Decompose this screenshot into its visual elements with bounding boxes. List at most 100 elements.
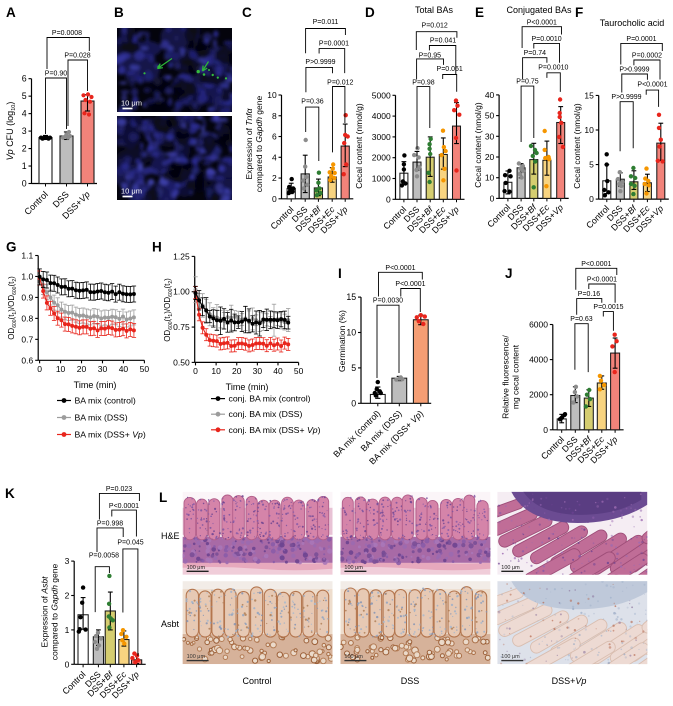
svg-text:1000: 1000	[372, 174, 391, 184]
svg-text:Vp CFU (log10): Vp CFU (log10)	[5, 102, 17, 161]
svg-text:4000: 4000	[529, 355, 548, 365]
svg-text:Cecal content (nmol/g): Cecal content (nmol/g)	[473, 102, 483, 188]
svg-text:DSS+Vp: DSS+Vp	[552, 676, 587, 686]
svg-text:5: 5	[22, 91, 27, 101]
svg-text:2: 2	[272, 173, 277, 183]
svg-text:P=0.0015: P=0.0015	[593, 304, 623, 311]
svg-text:P<0.0001: P<0.0001	[637, 82, 667, 89]
svg-text:0: 0	[543, 425, 548, 435]
svg-text:P=0.98: P=0.98	[412, 79, 434, 86]
svg-text:mg cecal content: mg cecal content	[511, 344, 521, 409]
svg-text:10 μm: 10 μm	[121, 99, 142, 108]
svg-text:P=0.95: P=0.95	[419, 53, 441, 60]
svg-text:0.75: 0.75	[173, 322, 190, 332]
svg-text:30: 30	[98, 364, 108, 374]
svg-text:100 μm: 100 μm	[501, 654, 520, 660]
svg-text:5: 5	[589, 160, 594, 170]
svg-text:10 μm: 10 μm	[121, 187, 142, 196]
svg-text:P=0.045: P=0.045	[117, 540, 143, 547]
svg-text:D: D	[365, 5, 375, 20]
svg-text:P=0.0001: P=0.0001	[626, 36, 656, 43]
svg-text:2000: 2000	[372, 153, 391, 163]
svg-text:30: 30	[485, 131, 495, 141]
svg-text:Time (min): Time (min)	[74, 380, 117, 390]
svg-text:Relative fluorescence/: Relative fluorescence/	[501, 335, 511, 419]
svg-text:BA mix (DSS): BA mix (DSS)	[75, 413, 128, 423]
svg-text:5: 5	[351, 363, 356, 373]
svg-text:P<0.0001: P<0.0001	[395, 281, 425, 288]
svg-text:B: B	[114, 5, 124, 20]
svg-text:P=0.012: P=0.012	[422, 23, 448, 30]
svg-text:1: 1	[22, 161, 27, 171]
svg-text:P=0.041: P=0.041	[430, 38, 456, 45]
svg-text:P=0.061: P=0.061	[437, 66, 463, 73]
svg-text:1.0: 1.0	[21, 271, 33, 281]
svg-text:100 μm: 100 μm	[187, 565, 206, 571]
svg-text:P<0.0001: P<0.0001	[109, 503, 139, 510]
svg-text:Cecal content (nmol/g): Cecal content (nmol/g)	[572, 103, 582, 189]
svg-text:1: 1	[65, 625, 70, 635]
svg-text:20: 20	[232, 366, 242, 376]
svg-text:50: 50	[294, 366, 304, 376]
svg-text:4: 4	[272, 152, 277, 162]
svg-text:10: 10	[485, 173, 495, 183]
svg-text:0.6: 0.6	[21, 355, 33, 365]
svg-text:100 μm: 100 μm	[344, 654, 363, 660]
svg-text:0: 0	[589, 194, 594, 204]
svg-text:15: 15	[346, 292, 356, 302]
svg-text:E: E	[475, 5, 484, 20]
svg-text:P<0.0001: P<0.0001	[587, 277, 617, 284]
svg-text:Cecal content (nmol/g): Cecal content (nmol/g)	[354, 103, 364, 189]
svg-text:P=0.74: P=0.74	[524, 50, 546, 57]
svg-text:P=0.0058: P=0.0058	[89, 553, 119, 560]
svg-text:BA mix (control): BA mix (control)	[75, 396, 136, 406]
svg-text:0: 0	[386, 194, 391, 204]
svg-text:10: 10	[56, 364, 66, 374]
svg-text:2: 2	[22, 144, 27, 154]
svg-text:0.8: 0.8	[21, 313, 33, 323]
svg-text:P=0.75: P=0.75	[516, 79, 538, 86]
svg-text:compared to Gapdh gene: compared to Gapdh gene	[50, 564, 60, 661]
svg-text:P=0.90: P=0.90	[45, 71, 67, 78]
svg-text:G: G	[6, 240, 17, 255]
svg-text:10: 10	[211, 366, 221, 376]
svg-text:4000: 4000	[372, 111, 391, 121]
svg-text:J: J	[505, 266, 513, 281]
svg-text:20: 20	[77, 364, 87, 374]
svg-text:OD600(t1)/OD600(t2): OD600(t1)/OD600(t2)	[163, 278, 174, 342]
svg-text:100 μm: 100 μm	[187, 654, 206, 660]
svg-text:Control: Control	[242, 676, 271, 686]
svg-text:2000: 2000	[529, 390, 548, 400]
svg-text:Time (min): Time (min)	[226, 382, 269, 392]
svg-text:P=0.0002: P=0.0002	[632, 53, 662, 60]
svg-text:BA mix (DSS+ Vp): BA mix (DSS+ Vp)	[75, 430, 146, 440]
svg-text:2: 2	[65, 591, 70, 601]
svg-text:40: 40	[485, 90, 495, 100]
svg-text:P>0.9999: P>0.9999	[611, 94, 641, 101]
svg-text:conj. BA mix (DSS+ Vp): conj. BA mix (DSS+ Vp)	[229, 425, 321, 435]
svg-text:10: 10	[584, 125, 594, 135]
svg-text:P>0.9999: P>0.9999	[305, 59, 335, 66]
svg-text:0: 0	[37, 364, 42, 374]
svg-text:8: 8	[272, 111, 277, 121]
svg-text:K: K	[5, 486, 15, 501]
svg-text:50: 50	[140, 364, 150, 374]
svg-text:F: F	[575, 5, 583, 20]
svg-text:P<0.0001: P<0.0001	[385, 265, 415, 272]
svg-text:1.25: 1.25	[173, 251, 190, 261]
svg-text:10: 10	[346, 328, 356, 338]
svg-text:P=0.36: P=0.36	[301, 99, 323, 106]
svg-text:6: 6	[272, 132, 277, 142]
svg-text:P=0.0008: P=0.0008	[52, 30, 82, 37]
svg-text:40: 40	[119, 364, 129, 374]
svg-text:DSS: DSS	[401, 676, 420, 686]
svg-text:4: 4	[22, 109, 27, 119]
svg-text:Germination (%): Germination (%)	[337, 310, 347, 372]
svg-text:I: I	[338, 266, 342, 281]
svg-text:P=0.028: P=0.028	[64, 53, 90, 60]
svg-text:Expression of Tnfα: Expression of Tnfα	[244, 107, 254, 179]
svg-text:0: 0	[272, 194, 277, 204]
svg-text:Control: Control	[22, 189, 50, 217]
svg-text:20: 20	[485, 152, 495, 162]
svg-text:C: C	[242, 5, 252, 20]
